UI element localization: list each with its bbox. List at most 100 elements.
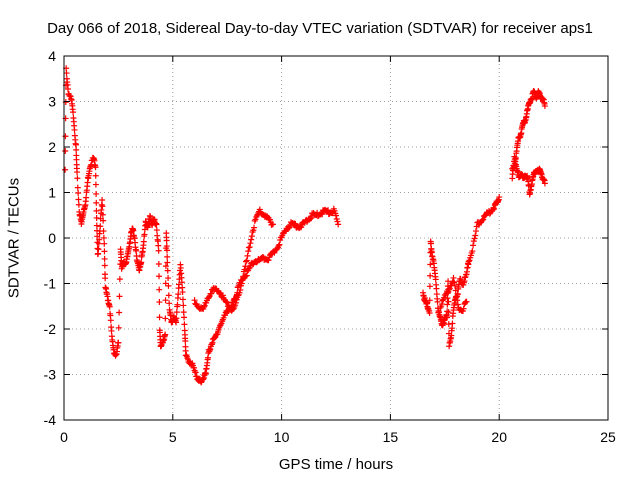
data-point	[200, 303, 207, 310]
data-point	[92, 181, 99, 188]
data-point	[70, 109, 77, 116]
data-point	[63, 70, 70, 77]
data-point	[156, 299, 163, 306]
data-point	[102, 275, 109, 282]
data-points	[62, 65, 548, 386]
data-point	[248, 236, 255, 243]
data-point	[115, 339, 122, 346]
y-tick-label: 4	[48, 48, 56, 64]
data-point	[162, 297, 169, 304]
x-tick-label: 25	[600, 429, 616, 445]
y-tick-label: 0	[48, 230, 56, 246]
data-point	[74, 175, 81, 182]
data-point	[100, 234, 107, 241]
data-point	[426, 283, 433, 290]
data-point	[164, 259, 171, 266]
data-point	[434, 298, 441, 305]
data-point	[466, 257, 473, 264]
data-point	[95, 246, 102, 253]
data-point	[75, 201, 82, 208]
data-point	[256, 206, 263, 213]
data-point	[308, 215, 315, 222]
data-point	[173, 315, 180, 322]
data-point	[248, 233, 255, 240]
data-point	[83, 194, 90, 201]
data-point	[62, 166, 69, 173]
data-point	[319, 211, 326, 218]
data-point	[163, 247, 170, 254]
x-axis-label: GPS time / hours	[278, 456, 394, 473]
data-point	[101, 240, 108, 247]
data-point	[179, 296, 186, 303]
data-point	[265, 257, 272, 264]
data-point	[162, 331, 169, 338]
data-point	[541, 103, 548, 110]
data-point	[153, 221, 160, 228]
data-point	[241, 266, 248, 273]
data-point	[449, 320, 456, 327]
data-point	[99, 196, 106, 203]
y-axis-label: SDTVAR / TECUs	[5, 177, 23, 299]
data-point	[460, 305, 467, 312]
data-point	[181, 321, 188, 328]
data-point	[242, 263, 249, 270]
data-point	[115, 324, 122, 331]
data-point	[100, 217, 107, 224]
data-point	[140, 238, 147, 245]
data-point	[491, 206, 498, 213]
data-point	[94, 245, 101, 252]
data-point	[444, 301, 451, 308]
data-point	[155, 247, 162, 254]
data-point	[181, 314, 188, 321]
data-point	[251, 217, 258, 224]
data-point	[463, 298, 470, 305]
data-point	[480, 216, 487, 223]
data-point	[177, 264, 184, 271]
data-point	[156, 286, 163, 293]
y-tick-label: 3	[48, 94, 56, 110]
data-point	[138, 259, 145, 266]
data-point	[62, 133, 69, 140]
data-point	[243, 257, 250, 264]
data-point	[444, 290, 451, 297]
data-point	[99, 211, 106, 218]
data-point	[180, 302, 187, 309]
data-point	[73, 156, 80, 163]
data-point	[450, 274, 457, 281]
data-point	[224, 299, 231, 306]
y-tick-label: 2	[48, 139, 56, 155]
data-point	[251, 224, 258, 231]
data-point	[232, 299, 239, 306]
data-point	[100, 228, 107, 235]
data-point	[62, 147, 69, 154]
data-point	[472, 228, 479, 235]
data-point	[116, 293, 123, 300]
y-tick-label: -3	[44, 367, 57, 383]
data-point	[178, 279, 185, 286]
data-point	[164, 253, 171, 260]
data-point	[64, 86, 71, 93]
data-point	[165, 282, 172, 289]
data-point	[92, 172, 99, 179]
data-point	[108, 327, 115, 334]
x-tick-label: 5	[169, 429, 177, 445]
data-point	[73, 146, 80, 153]
data-point	[462, 299, 469, 306]
data-point	[155, 242, 162, 249]
data-point	[240, 273, 247, 280]
data-point	[93, 222, 100, 229]
data-point	[238, 280, 245, 287]
data-point	[453, 293, 460, 300]
data-point	[470, 238, 477, 245]
data-point	[247, 240, 254, 247]
data-point	[237, 286, 244, 293]
data-point	[182, 337, 189, 344]
data-point	[469, 248, 476, 255]
data-point	[116, 276, 123, 283]
data-point	[162, 263, 169, 270]
data-point	[107, 317, 114, 324]
data-point	[298, 224, 305, 231]
data-point	[163, 237, 170, 244]
data-point	[180, 309, 187, 316]
